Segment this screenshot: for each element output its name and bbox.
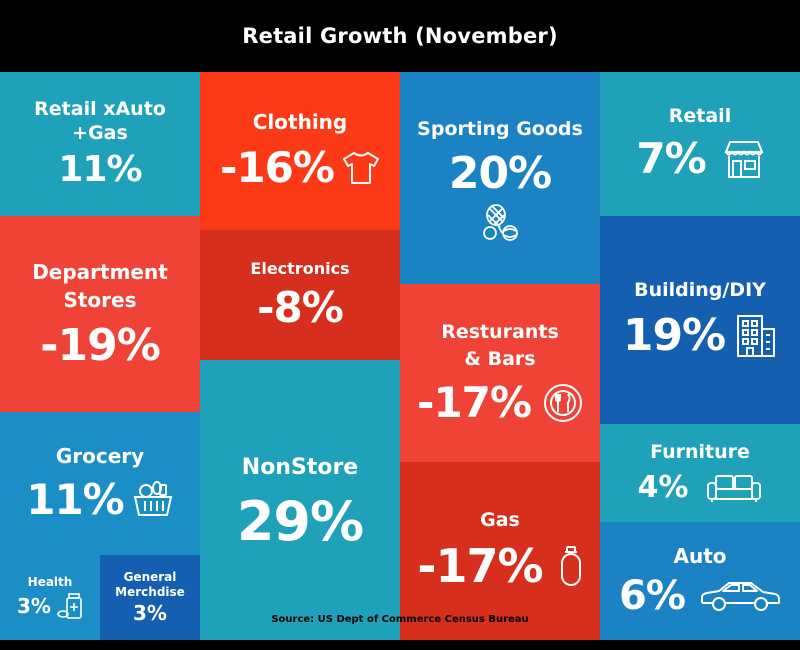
tile-health: Health 3%: [0, 555, 100, 640]
tile-label: Gas: [480, 509, 520, 532]
tile-restaurants-bars: Resturants & Bars -17%: [400, 284, 600, 462]
sofa-icon: [706, 473, 762, 503]
tile-label: Resturants: [441, 320, 559, 343]
tile-label: Merchdise: [115, 584, 185, 599]
tile-sporting-goods: Sporting Goods 20%: [400, 72, 600, 284]
tile-label: Retail xAuto: [34, 97, 166, 120]
tile-label: Health: [27, 575, 73, 589]
tile-label: Sporting Goods: [417, 118, 583, 140]
tile-label: Building/DIY: [634, 278, 766, 301]
building-icon: [735, 313, 777, 359]
chart-title: Retail Growth (November): [242, 24, 558, 48]
tile-general-merchandise: General Merchdise 3%: [100, 555, 200, 640]
tile-label: NonStore: [241, 455, 359, 480]
basket-icon: [132, 479, 174, 519]
tile-value: 4%: [637, 470, 689, 506]
tile-furniture: Furniture 4%: [600, 424, 800, 522]
tile-label: Grocery: [55, 443, 145, 468]
tile-retail: Retail 7%: [600, 72, 800, 216]
tile-value: -16%: [220, 143, 335, 192]
tile-label: & Bars: [464, 347, 536, 370]
tile-value: -17%: [417, 378, 532, 428]
tile-label: +Gas: [72, 121, 128, 144]
tile-label: Retail: [668, 104, 732, 127]
tile-value: -8%: [257, 282, 344, 332]
tile-clothing: Clothing -16%: [200, 72, 400, 230]
storefront-icon: [724, 139, 764, 179]
car-icon: [699, 579, 781, 613]
tile-value: 7%: [636, 134, 706, 184]
tile-electronics: Electronics -8%: [200, 230, 400, 360]
tile-value: 29%: [236, 489, 364, 553]
tile-value: 3%: [133, 600, 167, 625]
tile-value: 19%: [622, 310, 726, 362]
gas-cylinder-icon: [559, 545, 583, 587]
tile-label: Furniture: [650, 440, 750, 463]
tile-grocery: Grocery 11%: [0, 412, 200, 555]
tile-label: Clothing: [252, 110, 348, 134]
tile-value: 3%: [17, 594, 51, 618]
tile-value: -17%: [417, 538, 543, 593]
source-note: Source: US Dept of Commerce Census Burea…: [271, 614, 529, 625]
sports-balls-icon: [480, 203, 520, 241]
tile-auto: Auto 6%: [600, 522, 800, 640]
tile-label: Stores: [63, 287, 137, 312]
tile-department-stores: Department Stores -19%: [0, 216, 200, 412]
medicine-icon: [57, 592, 83, 620]
tshirt-icon: [342, 150, 380, 186]
tile-nonstore: NonStore 29%: [200, 360, 400, 640]
tile-label: Auto: [673, 543, 727, 568]
tile-value: -19%: [40, 319, 161, 371]
tile-value: 20%: [448, 147, 552, 199]
tile-label: General: [123, 570, 177, 585]
tile-value: 6%: [619, 572, 686, 619]
plate-cutlery-icon: [543, 383, 583, 423]
tile-building-diy: Building/DIY 19%: [600, 216, 800, 424]
tile-retail-xauto: Retail xAuto +Gas 11%: [0, 72, 200, 216]
tile-label: Electronics: [250, 258, 350, 278]
tile-value: 11%: [58, 149, 142, 191]
tile-gas: Gas -17%: [400, 462, 600, 640]
tile-value: 11%: [26, 474, 125, 524]
tile-label: Department: [32, 259, 168, 284]
